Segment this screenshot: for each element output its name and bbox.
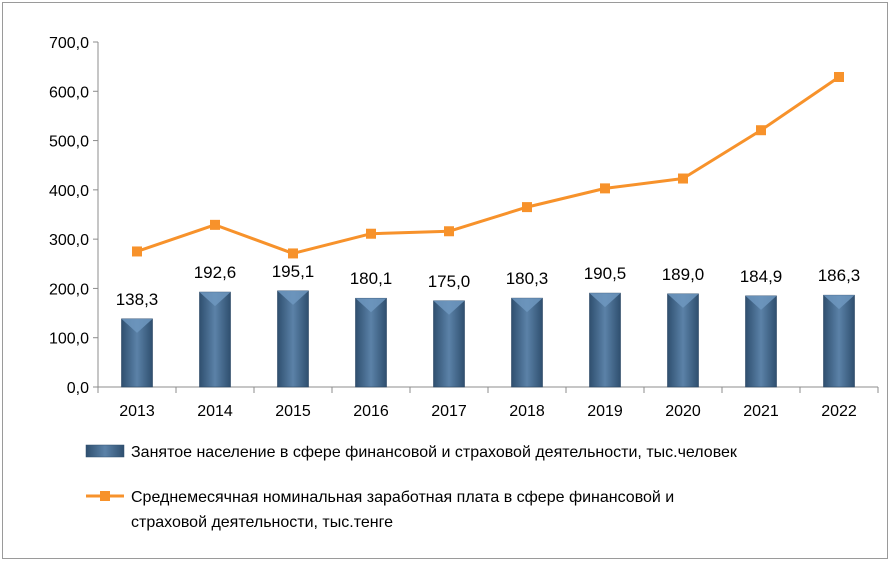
y-tick-label: 300,0 [49,232,89,249]
y-tick-label: 600,0 [49,84,89,101]
bar [277,290,309,388]
bar-data-label: 186,3 [818,266,861,285]
bar-data-label: 180,3 [506,269,549,288]
x-tick-label: 2022 [821,403,857,420]
x-tick-label: 2017 [431,403,467,420]
bar [511,297,543,388]
x-tick-label: 2015 [275,403,311,420]
x-tick-label: 2014 [197,403,233,420]
bar-data-label: 192,6 [194,263,237,282]
bar [433,300,465,388]
y-tick-label: 200,0 [49,281,89,298]
y-tick-label: 400,0 [49,183,89,200]
x-tick-label: 2020 [665,403,701,420]
legend-label-bars: Занятое население в сфере финансовой и с… [131,444,738,461]
bar-top-bevel [745,295,777,310]
legend: Занятое население в сфере финансовой и с… [85,444,738,531]
bar [355,297,387,388]
y-tick-label: 0,0 [67,380,89,397]
x-tick-label: 2013 [119,403,155,420]
bar-data-label: 195,1 [272,262,315,281]
line-point [600,183,610,194]
legend-label-line-2: страховой деятельности, тыс.тенге [131,514,393,531]
bar [589,292,621,388]
bar [199,291,231,388]
line-point [678,173,688,184]
bar-top-bevel [511,298,543,313]
bar-top-bevel [589,293,621,308]
line-series [132,71,844,259]
line-point [210,219,220,230]
bar-series [121,290,855,388]
bar-data-label: 138,3 [116,290,159,309]
bar-top-bevel [355,298,387,313]
bar-top-bevel [121,318,153,333]
line-point [834,71,844,82]
bar-top-bevel [667,293,699,308]
bar [745,295,777,388]
bar-data-label: 189,0 [662,265,705,284]
legend-swatch-line-marker [100,491,110,501]
line-point [522,202,532,213]
x-tick-label: 2018 [509,403,545,420]
bar-top-bevel [277,290,309,305]
line-path [136,75,840,255]
line-point [444,226,454,237]
bar-top-bevel [823,295,855,310]
y-tick-label: 700,0 [49,35,89,52]
line-point [288,248,298,259]
bar-data-label: 190,5 [584,264,627,283]
bar-data-label: 175,0 [428,272,471,291]
x-tick-label: 2021 [743,403,779,420]
bar-top-bevel [433,300,465,315]
bar-data-label: 184,9 [740,267,783,286]
bar-data-labels: 138,3 192,6 195,1 180,1 175,0 180,3 190,5 189,0… [116,262,861,309]
y-tick-label: 100,0 [49,331,89,348]
legend-swatch-bars [85,444,125,458]
bar-top-bevel [199,292,231,307]
line-point [132,246,142,257]
line-point [756,125,766,136]
axes: 0,0 100,0 200,0 300,0 400,0 500,0 600,0 700,0 20… [49,35,879,420]
bar-data-label: 180,1 [350,269,393,288]
line-point [366,228,376,239]
legend-label-line-1: Среднемесячная номинальная заработная пл… [131,489,674,506]
x-tick-label: 2016 [353,403,389,420]
y-tick-label: 500,0 [49,134,89,151]
bar [823,294,855,388]
x-tick-label: 2019 [587,403,623,420]
